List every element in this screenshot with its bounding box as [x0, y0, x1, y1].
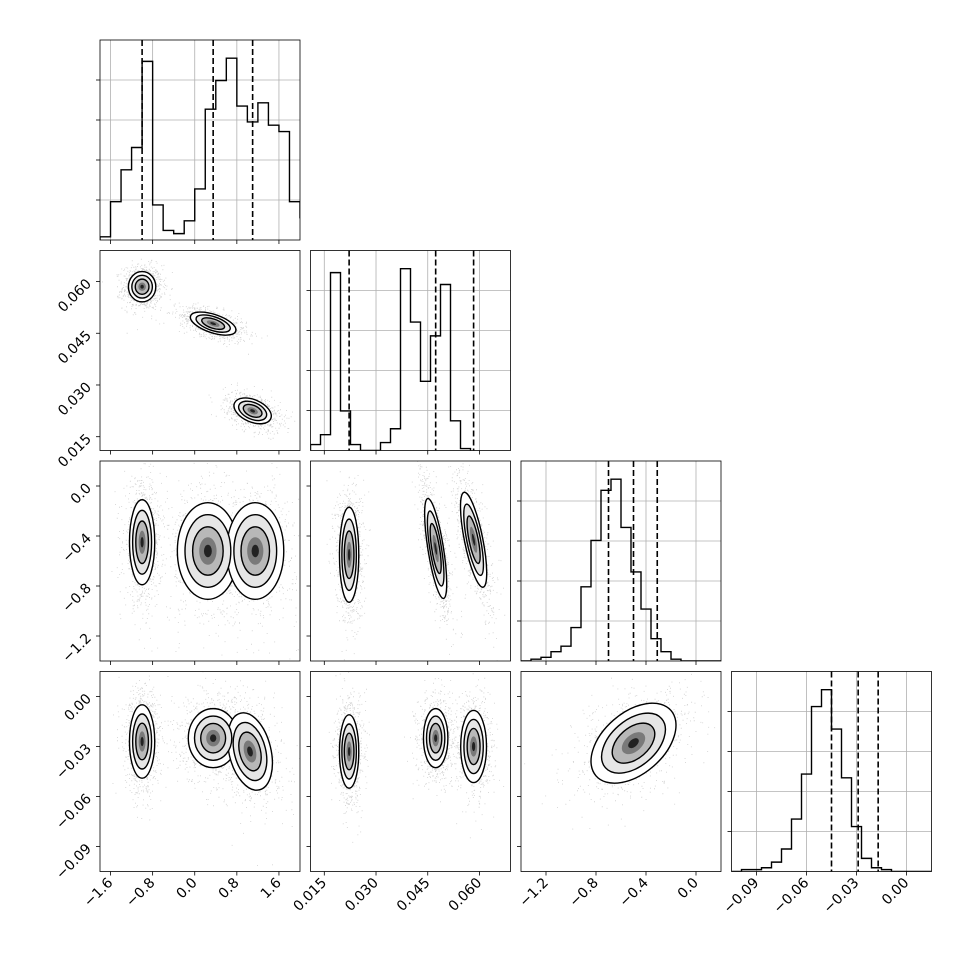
density-1-frame [99, 460, 301, 662]
density-2-cluster-1-level-4 [434, 542, 438, 555]
hist-panel-0 [96, 39, 301, 244]
density-3-cluster-1-level-4 [210, 734, 217, 742]
density-1-cluster-0-level-4 [140, 536, 144, 548]
density-1-cluster-2-level-4 [251, 544, 259, 558]
density-panel-1-3: 0.015 0.030 0.045 0.060 [290, 671, 511, 915]
density-0-cluster-0-level-4 [140, 284, 144, 289]
density-4-cluster-2-level-4 [471, 741, 476, 752]
density-5-marks [524, 673, 716, 830]
hist-3-steps [731, 688, 932, 872]
density-0-frame [99, 250, 301, 451]
density-3-cluster-0-level-4 [140, 736, 144, 747]
density-4-frame [310, 671, 511, 872]
density-3-cluster-2-level-4 [247, 746, 253, 757]
density-3-marks [112, 671, 300, 866]
density-1-cluster-1-level-4 [203, 544, 212, 558]
density-2-marks [326, 461, 506, 661]
hist-0-steps [100, 57, 300, 240]
density-0-cluster-2-level-4 [250, 409, 256, 413]
hist-panel-1 [306, 250, 511, 455]
hist-1-frame [310, 250, 511, 451]
hist-1-steps [310, 267, 472, 451]
density-2-cluster-2-level-4 [471, 533, 476, 546]
density-4-cluster-1-level-4 [434, 734, 438, 742]
density-panel-1-2 [306, 460, 511, 665]
hist-2-frame [520, 460, 722, 662]
density-3-scatter [112, 671, 300, 866]
hist-panel-2 [517, 460, 722, 665]
density-5-cluster-0-level-4 [628, 738, 639, 749]
density-panel-0-2: −1.2−0.8−0.40.0 [59, 460, 301, 666]
density-0-cluster-1-level-4 [210, 322, 217, 326]
density-1-marks [111, 461, 300, 660]
density-4-marks [328, 671, 505, 843]
hist-2-steps [521, 478, 721, 661]
hist-3-frame [731, 671, 932, 872]
density-2-frame [310, 460, 511, 662]
density-5-frame [520, 671, 722, 872]
density-4-cluster-0-level-4 [347, 746, 351, 757]
hist-0-frame [99, 39, 301, 241]
density-0-marks [102, 258, 296, 440]
density-3-frame [99, 671, 301, 872]
density-2-cluster-0-level-4 [347, 548, 351, 561]
